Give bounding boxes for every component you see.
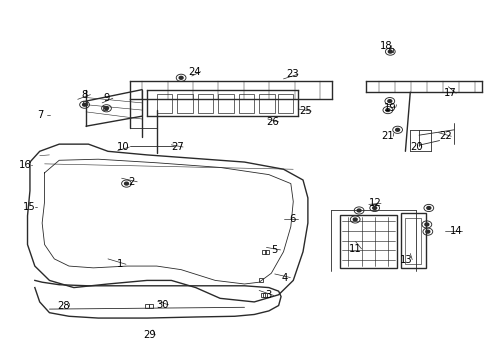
Circle shape	[82, 103, 86, 106]
Text: 14: 14	[449, 226, 462, 236]
Text: 26: 26	[266, 117, 279, 127]
Text: 29: 29	[143, 330, 156, 340]
Bar	[238, 94, 254, 113]
Bar	[218, 94, 233, 113]
Text: 21: 21	[380, 131, 393, 141]
Circle shape	[179, 76, 183, 79]
Text: 22: 22	[438, 131, 451, 141]
Text: 19: 19	[383, 103, 395, 113]
Text: 23: 23	[285, 69, 298, 79]
Text: 30: 30	[156, 300, 168, 310]
Text: 28: 28	[57, 301, 69, 311]
Text: 24: 24	[188, 67, 201, 77]
Text: 9: 9	[103, 93, 110, 103]
Text: 18: 18	[379, 41, 391, 50]
Text: 6: 6	[288, 214, 295, 224]
Text: 17: 17	[443, 88, 456, 98]
Bar	[277, 94, 293, 113]
Circle shape	[424, 223, 428, 226]
Circle shape	[387, 50, 391, 53]
Text: 25: 25	[299, 106, 311, 116]
Circle shape	[352, 218, 356, 221]
Circle shape	[387, 100, 391, 103]
Text: 16: 16	[19, 160, 31, 170]
Text: 7: 7	[38, 110, 44, 120]
Text: 8: 8	[81, 90, 87, 100]
Text: 4: 4	[281, 273, 287, 283]
Circle shape	[385, 109, 389, 112]
Bar	[197, 94, 213, 113]
Bar	[339, 215, 396, 268]
Circle shape	[124, 182, 128, 185]
Text: 1: 1	[117, 259, 123, 269]
Bar	[177, 94, 192, 113]
Bar	[405, 218, 420, 264]
Text: 10: 10	[117, 142, 130, 152]
Text: 2: 2	[128, 177, 134, 187]
Circle shape	[425, 230, 429, 233]
Bar	[400, 213, 425, 268]
Bar	[157, 94, 172, 113]
Text: 27: 27	[170, 142, 183, 152]
Circle shape	[395, 129, 399, 131]
Text: 12: 12	[368, 198, 381, 208]
Text: 11: 11	[348, 244, 361, 254]
Text: 20: 20	[409, 142, 422, 152]
Text: 15: 15	[22, 202, 35, 212]
Circle shape	[104, 107, 108, 110]
Text: 13: 13	[399, 255, 412, 265]
Text: 3: 3	[264, 291, 270, 301]
Circle shape	[372, 207, 376, 210]
Bar	[259, 94, 274, 113]
Text: 5: 5	[271, 245, 277, 255]
Circle shape	[426, 207, 430, 210]
Circle shape	[356, 209, 360, 212]
